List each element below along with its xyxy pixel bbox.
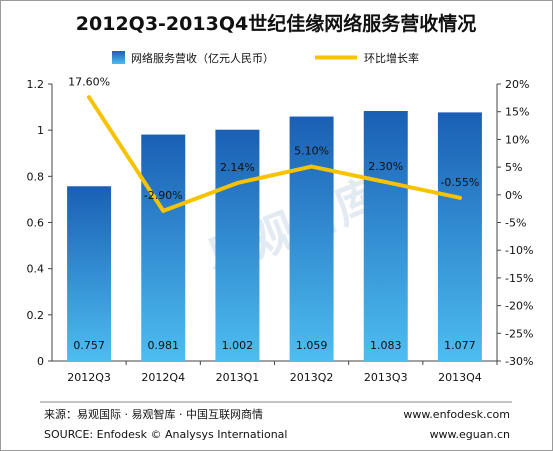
footer-url-enfodesk: www.enfodesk.com (403, 408, 510, 421)
y-left-tick-label: 0.2 (27, 309, 45, 322)
x-tick-label: 2013Q2 (290, 371, 334, 384)
y-right-tick-label: 10% (505, 133, 529, 146)
line-point (87, 95, 92, 100)
bar (363, 111, 408, 361)
line-value-label: -0.55% (440, 176, 479, 189)
chart-title: 2012Q3-2013Q4世纪佳缘网络服务营收情况 (76, 12, 476, 35)
y-right-tick-label: 20% (505, 78, 529, 91)
legend-swatch-bars (112, 51, 125, 64)
bar (67, 186, 112, 361)
y-right-tick-label: -25% (505, 327, 533, 340)
line-point (161, 208, 166, 213)
y-left-tick-label: 1 (37, 124, 44, 137)
footer-source-en: SOURCE: Enfodesk © Analysys Internationa… (44, 428, 287, 441)
bar (289, 116, 334, 361)
line-value-label: 2.30% (368, 160, 403, 173)
bar-value-label: 1.077 (444, 339, 476, 352)
y-right-tick-label: -20% (505, 300, 533, 313)
bar-value-label: 0.981 (148, 339, 180, 352)
line-value-label: 2.14% (220, 161, 255, 174)
line-point (383, 180, 388, 185)
bar-value-label: 1.083 (370, 339, 402, 352)
y-right-tick-label: -5% (505, 217, 526, 230)
bar-value-label: 0.757 (73, 339, 105, 352)
x-tick-label: 2012Q3 (67, 371, 111, 384)
axes: 0 0.2 0.4 0.6 0.8 1 1.2 20% 15% 10% 5% 0% -5% -10% -15… (27, 78, 534, 384)
bar (215, 129, 260, 361)
y-right-tick-label: 5% (505, 161, 522, 174)
y-right-tick-label: -15% (505, 272, 533, 285)
x-tick-label: 2012Q4 (141, 371, 185, 384)
bar (141, 134, 186, 361)
y-right-tick-label: 15% (505, 106, 529, 119)
y-left-tick-label: 1.2 (27, 78, 45, 91)
legend-label-line: 环比增长率 (364, 51, 419, 65)
growth-line (87, 95, 462, 213)
legend-label-bars: 网络服务营收（亿元人民币） (131, 51, 274, 65)
line-point (235, 180, 240, 185)
bar (437, 112, 482, 361)
bar-value-label: 1.002 (222, 339, 254, 352)
x-tick-label: 2013Q1 (216, 371, 260, 384)
y-left-tick-label: 0.4 (27, 263, 45, 276)
x-tick-label: 2013Q3 (364, 371, 408, 384)
line-series: 17.60% -2.90% 2.14% 5.10% 2.30% -0.55% (68, 75, 479, 213)
y-right-tick-label: -10% (505, 244, 533, 257)
y-left-tick-label: 0.6 (27, 217, 45, 230)
line-point (309, 164, 314, 169)
bar-value-label: 1.059 (296, 339, 328, 352)
footer-source-cn: 来源：易观国际 · 易观智库 · 中国互联网商情 (44, 407, 263, 421)
bar-series: 0.757 0.981 1.002 1.059 1.083 1.077 (67, 111, 482, 361)
line-value-label: 17.60% (68, 75, 110, 88)
legend: 网络服务营收（亿元人民币） 环比增长率 (112, 51, 419, 65)
footer-url-eguan: www.eguan.cn (430, 428, 510, 441)
y-right-tick-label: 0% (505, 189, 522, 202)
line-value-label: -2.90% (144, 189, 183, 202)
line-value-label: 5.10% (294, 145, 329, 158)
line-point (457, 195, 462, 200)
y-left-tick-label: 0.8 (27, 170, 45, 183)
y-left-tick-label: 0 (37, 355, 44, 368)
x-tick-label: 2013Q4 (438, 371, 482, 384)
y-right-tick-label: -30% (505, 355, 533, 368)
